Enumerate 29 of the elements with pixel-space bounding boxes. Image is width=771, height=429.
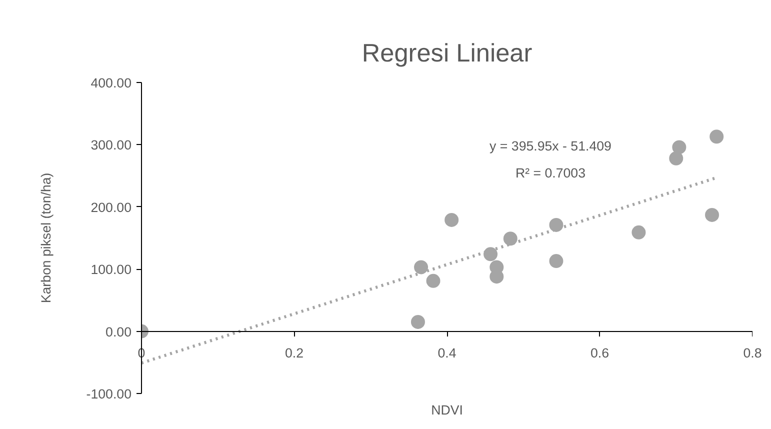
x-tick-label: 0.8 xyxy=(743,346,762,360)
point xyxy=(444,212,459,227)
y-tick-label: 0.00 xyxy=(106,324,132,340)
point xyxy=(710,130,724,144)
y-tick-label: -100.00 xyxy=(86,386,132,402)
x-tick-label: 0.6 xyxy=(590,346,610,360)
point xyxy=(410,314,425,329)
point xyxy=(632,225,646,240)
point xyxy=(672,140,686,154)
y-tick-label: 400.00 xyxy=(90,76,132,90)
point xyxy=(549,254,564,268)
point xyxy=(426,274,440,288)
y-tick-label: 100.00 xyxy=(90,262,132,278)
y-tick-label: 200.00 xyxy=(90,200,132,215)
point xyxy=(705,208,720,222)
x-axis-title: NDVI xyxy=(431,402,463,418)
point xyxy=(669,151,684,166)
x-tick-label: 0.4 xyxy=(438,346,457,360)
x-tick-label: 0.2 xyxy=(284,346,304,360)
point xyxy=(549,218,564,232)
point xyxy=(503,232,518,246)
point xyxy=(484,247,498,262)
y-tick-label: 300.00 xyxy=(90,138,132,153)
annotation: y = 395.95x - 51.409 xyxy=(490,138,612,154)
chart-title: Regresi Liniear xyxy=(362,40,533,68)
point xyxy=(414,260,428,274)
y-axis-title: Karbon piksel (ton/ha) xyxy=(38,172,54,304)
point xyxy=(490,270,504,284)
annotation: R² = 0.7003 xyxy=(515,166,586,180)
